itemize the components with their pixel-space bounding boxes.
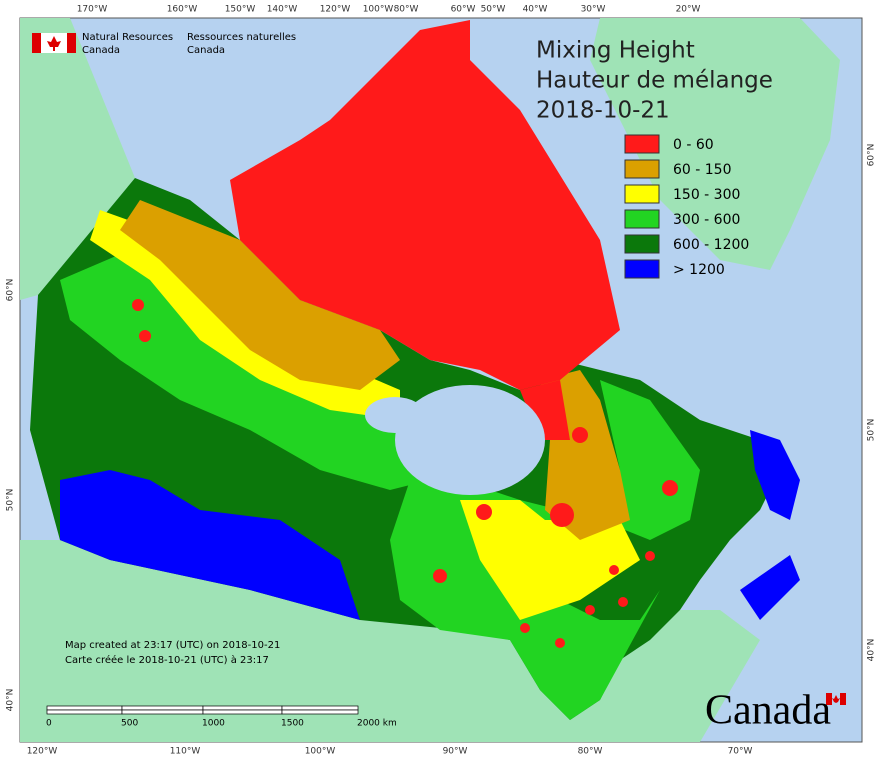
region-red	[230, 20, 620, 390]
hotspot	[433, 569, 447, 583]
legend-label: 300 - 600	[673, 212, 740, 228]
scale-segment	[281, 709, 359, 715]
hotspot	[609, 565, 619, 575]
title: Hauteur de mélange	[536, 68, 773, 94]
scale-label: 2000 km	[357, 719, 397, 729]
latitude-label: 60°N	[867, 144, 877, 167]
latitude-label: 40°N	[867, 639, 877, 662]
legend-label: 150 - 300	[673, 187, 740, 203]
scale-segment	[46, 705, 123, 711]
legend-swatch	[624, 159, 660, 179]
longitude-label: 100°W	[363, 5, 394, 15]
flag-bar	[840, 693, 846, 705]
scale-bar: 0 500 1000 1500 2000 km	[46, 705, 397, 729]
agency-fr: Ressources naturelles	[187, 32, 296, 43]
legend-label: 600 - 1200	[673, 237, 749, 253]
longitude-label: 70°W	[728, 747, 753, 757]
agency-en: Natural Resources	[82, 32, 173, 43]
longitude-label: 120°W	[27, 747, 58, 757]
hotspot	[572, 427, 588, 443]
longitude-label: 100°W	[305, 747, 336, 757]
graticule-labels: 170°W 160°W 150°W 140°W 120°W 100°W 80°W 60°W 50…	[6, 5, 877, 757]
longitude-label: 160°W	[167, 5, 198, 15]
longitude-label: 50°W	[481, 5, 506, 15]
legend-swatch	[624, 134, 660, 154]
region-orange	[120, 200, 400, 390]
nova-scotia	[740, 555, 800, 620]
agency-en: Canada	[82, 45, 120, 56]
hotspots	[132, 299, 678, 648]
legend-swatch	[624, 234, 660, 254]
latitude-label: 40°N	[6, 689, 16, 712]
legend: 0 - 60 60 - 150 150 - 300 300 - 600 600 - 12…	[624, 134, 749, 279]
hotspot	[555, 638, 565, 648]
scale-segment	[121, 705, 204, 711]
region-blue	[60, 470, 360, 620]
scale-label: 1500	[281, 719, 304, 729]
hotspot	[520, 623, 530, 633]
newfoundland	[750, 430, 800, 520]
longitude-label: 170°W	[77, 5, 108, 15]
longitude-label: 140°W	[267, 5, 298, 15]
longitude-label: 80°W	[578, 747, 603, 757]
hotspot	[139, 330, 151, 342]
scale-segment	[281, 705, 359, 711]
hotspot	[132, 299, 144, 311]
title: Mixing Height	[536, 38, 695, 64]
hotspot	[585, 605, 595, 615]
scale-segment	[202, 705, 283, 711]
region-red-quebec	[520, 380, 570, 440]
maple-leaf	[832, 695, 840, 703]
hudson-bay	[395, 385, 545, 495]
legend-label: 60 - 150	[673, 162, 732, 178]
scale-segment	[46, 709, 123, 715]
latitude-label: 50°N	[6, 489, 16, 512]
alaska	[20, 18, 135, 300]
scale-label: 500	[121, 719, 138, 729]
footnote: Map created at 23:17 (UTC) on 2018-10-21	[65, 640, 280, 651]
legend-swatch	[624, 209, 660, 229]
greenland	[590, 18, 840, 270]
agency-fr: Canada	[187, 45, 225, 56]
longitude-label: 40°W	[523, 5, 548, 15]
usa	[20, 540, 760, 742]
legend-swatch	[624, 259, 660, 279]
longitude-label: 150°W	[225, 5, 256, 15]
hotspot	[645, 551, 655, 561]
flag-bar	[32, 33, 41, 53]
hotspot	[476, 504, 492, 520]
longitude-label: 120°W	[320, 5, 351, 15]
legend-label: 0 - 60	[673, 137, 714, 153]
scale-segment	[202, 709, 283, 715]
hotspot	[662, 480, 678, 496]
latitude-label: 50°N	[867, 419, 877, 442]
wordmark: Canada	[705, 688, 831, 734]
scale-segment	[121, 709, 204, 715]
longitude-label: 110°W	[170, 747, 201, 757]
scale-label: 1000	[202, 719, 225, 729]
land	[20, 18, 840, 742]
hotspot	[618, 597, 628, 607]
scale-label: 0	[46, 719, 52, 729]
flag-bar	[826, 693, 832, 705]
longitude-label: 30°W	[581, 5, 606, 15]
legend-label: > 1200	[673, 262, 725, 278]
longitude-label: 90°W	[443, 747, 468, 757]
title: 2018-10-21	[536, 98, 670, 124]
hudson-bay-west	[365, 397, 425, 433]
canada-wordmark: Canada	[705, 688, 846, 734]
footnote: Carte créée le 2018-10-21 (UTC) à 23:17	[65, 654, 269, 666]
longitude-label: 20°W	[676, 5, 701, 15]
nrcan-logo: Natural Resources Canada Ressources natu…	[32, 32, 296, 56]
legend-swatch	[624, 184, 660, 204]
longitude-label: 60°W	[451, 5, 476, 15]
hotspot	[550, 503, 574, 527]
longitude-label: 80°W	[394, 5, 419, 15]
maple-leaf	[47, 36, 61, 51]
latitude-label: 60°N	[6, 279, 16, 302]
flag-bar	[67, 33, 76, 53]
